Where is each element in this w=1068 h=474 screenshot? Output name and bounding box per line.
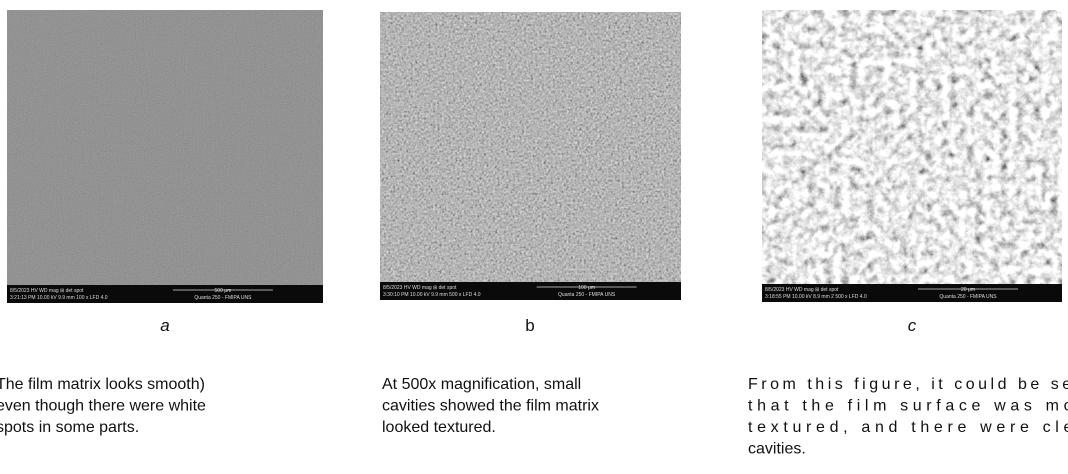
lab-label: Quanta 250 - FMIPA UNS bbox=[558, 292, 616, 298]
sem-texture bbox=[7, 10, 323, 303]
scale-label: 500 μm bbox=[215, 288, 232, 294]
caption-line: The film matrix looks smooth) bbox=[0, 376, 205, 393]
scale-label: 100 μm bbox=[578, 285, 595, 291]
caption-line: From this figure, it could be seen bbox=[748, 376, 1068, 393]
caption-line: At 500x magnification, small bbox=[382, 376, 581, 393]
info-top: 8/5/2023 HV WD mag ⊞ det spot bbox=[765, 287, 839, 293]
figure-label: a bbox=[160, 316, 169, 335]
caption-line: even though there were white bbox=[0, 398, 206, 415]
info-bottom: 3:21:13 PM 10.00 kV 9.9 mm 100 x LFD 4.0 bbox=[10, 295, 108, 301]
info-bottom: 3:18:55 PM 10.00 kV 8.9 mm 2 500 x LFD 4… bbox=[765, 294, 867, 300]
lab-label: Quanta 250 - FMIPA UNS bbox=[939, 294, 997, 300]
sem-texture bbox=[380, 12, 681, 300]
caption-line: cavities showed the film matrix bbox=[382, 398, 599, 415]
figure: 8/5/2023 HV WD mag ⊞ det spot3:21:13 PM … bbox=[0, 0, 1068, 474]
lab-label: Quanta 250 - FMIPA UNS bbox=[194, 295, 252, 301]
caption-line: spots in some parts. bbox=[0, 419, 139, 436]
figure-label: b bbox=[525, 316, 534, 335]
page: 8/5/2023 HV WD mag ⊞ det spot3:21:13 PM … bbox=[0, 0, 1068, 474]
caption-line: looked textured. bbox=[382, 419, 496, 436]
info-bottom: 3:30:10 PM 10.00 kV 9.9 mm 500 x LFD 4.0 bbox=[383, 292, 481, 298]
caption-line: textured, and there were clear bbox=[748, 419, 1068, 436]
info-top: 8/5/2023 HV WD mag ⊞ det spot bbox=[10, 288, 84, 294]
caption-line: cavities. bbox=[748, 441, 806, 458]
sem-texture bbox=[762, 10, 1062, 302]
info-top: 8/5/2023 HV WD mag ⊞ det spot bbox=[383, 285, 457, 291]
figure-label: c bbox=[908, 316, 917, 335]
caption-line: that the film surface was more bbox=[748, 398, 1068, 415]
scale-label: 20 μm bbox=[961, 287, 975, 293]
